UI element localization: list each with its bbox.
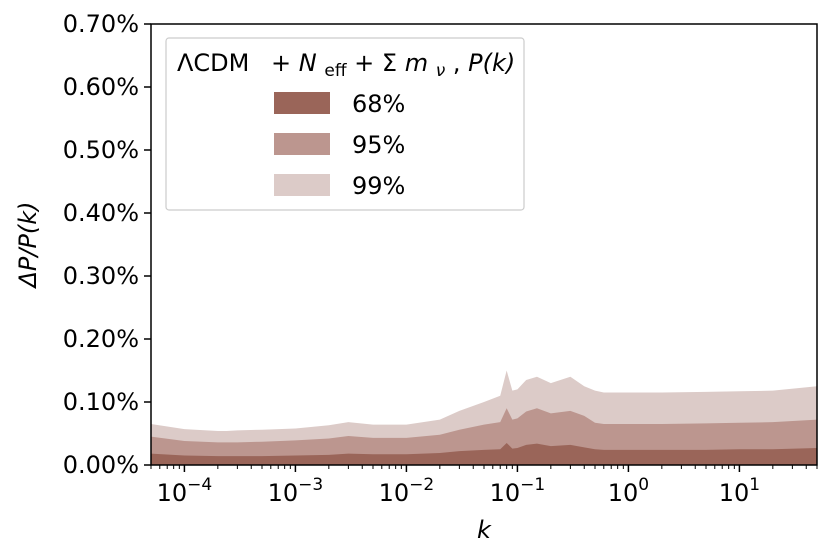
legend-title-n-sub: eff — [324, 61, 347, 81]
legend-swatch — [274, 174, 330, 196]
y-tick-label: 0.40% — [63, 199, 139, 227]
legend-swatch — [274, 133, 330, 155]
series-layer — [151, 370, 817, 465]
x-tick-label: 10−2 — [379, 475, 435, 507]
x-tick-label: 10−3 — [268, 475, 324, 507]
legend-label: 99% — [352, 172, 405, 200]
legend-box — [165, 37, 525, 211]
y-tick-label: 0.60% — [63, 73, 139, 101]
legend-label: 68% — [352, 90, 405, 118]
series-area-68-pct — [151, 442, 817, 465]
legend-swatch — [274, 92, 330, 114]
y-tick-label: 0.30% — [63, 262, 139, 290]
legend-title-sigma: Σ — [382, 49, 397, 77]
plot-area — [150, 23, 818, 466]
legend-title-n: N — [299, 49, 317, 77]
y-tick-label: 0.50% — [63, 136, 139, 164]
legend-title-pk: P(k) — [468, 49, 515, 77]
y-axis: 0.00% 0.10% 0.20% 0.30% 0.40% 0.50% 0.60% 0.70% — [63, 10, 151, 479]
x-tick-label: 10−4 — [157, 475, 213, 507]
x-tick-label: 101 — [719, 475, 760, 507]
y-tick-label: 0.70% — [63, 10, 139, 38]
legend-title: ΛCDM + N eff + Σ m ν , P(k) — [177, 49, 515, 82]
x-axis-title: k — [477, 516, 492, 544]
legend-title-m-sub: ν — [436, 61, 446, 81]
x-tick-label: 10−1 — [490, 475, 546, 507]
legend: ΛCDM + N eff + Σ m ν , P(k) 68% 95% 99% — [165, 37, 525, 211]
legend-label: 95% — [352, 131, 405, 159]
y-tick-label: 0.20% — [63, 325, 139, 353]
x-tick-label: 100 — [608, 475, 649, 507]
legend-entries: 68% 95% 99% — [274, 90, 405, 200]
y-axis-title: ΔP/P(k) — [14, 201, 42, 289]
legend-title-model: ΛCDM — [177, 49, 249, 77]
y-tick-label: 0.00% — [63, 451, 139, 479]
y-tick-label: 0.10% — [63, 388, 139, 416]
x-axis: 10−4 10−3 10−2 10−1 100 101 — [150, 465, 818, 507]
legend-title-m: m — [405, 49, 428, 77]
